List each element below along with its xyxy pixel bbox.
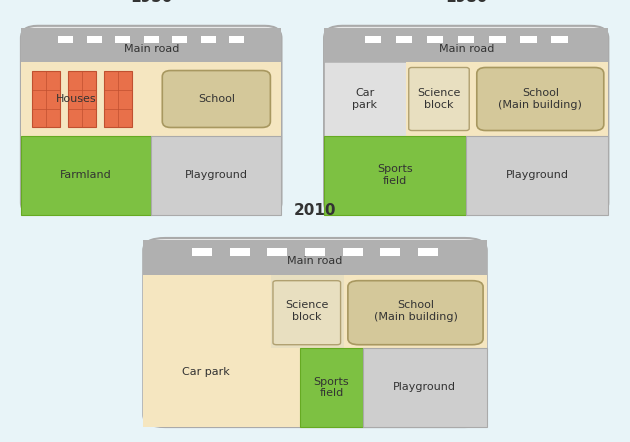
FancyBboxPatch shape: [163, 71, 270, 127]
Bar: [406, 62, 472, 136]
Bar: [472, 62, 609, 136]
Text: Farmland: Farmland: [60, 170, 112, 180]
Text: 1980: 1980: [445, 0, 488, 5]
Text: Car park: Car park: [181, 367, 229, 377]
Text: Playground: Playground: [393, 382, 456, 392]
Bar: [324, 136, 466, 215]
Text: Playground: Playground: [185, 170, 248, 180]
Bar: [115, 36, 130, 43]
Text: School: School: [198, 94, 235, 104]
Bar: [201, 36, 216, 43]
Bar: [58, 36, 73, 43]
Bar: [381, 248, 400, 255]
Bar: [324, 28, 609, 62]
Bar: [466, 136, 609, 215]
Text: Houses: Houses: [56, 94, 96, 104]
Text: Playground: Playground: [506, 170, 569, 180]
Bar: [230, 248, 249, 255]
FancyBboxPatch shape: [477, 68, 604, 130]
Bar: [365, 36, 381, 43]
Bar: [344, 274, 487, 348]
Bar: [32, 71, 60, 127]
Text: School
(Main building): School (Main building): [498, 88, 582, 110]
Bar: [458, 36, 474, 43]
Bar: [418, 248, 438, 255]
Bar: [143, 274, 487, 427]
Bar: [271, 274, 344, 348]
Bar: [143, 240, 487, 274]
Bar: [301, 348, 362, 427]
FancyBboxPatch shape: [348, 281, 483, 345]
Bar: [172, 36, 187, 43]
Bar: [362, 348, 487, 427]
Text: 2010: 2010: [294, 202, 336, 217]
Bar: [143, 274, 311, 427]
Text: Sports
field: Sports field: [314, 377, 349, 398]
Bar: [21, 28, 282, 62]
Bar: [144, 36, 159, 43]
Bar: [268, 248, 287, 255]
Bar: [151, 136, 282, 215]
Bar: [68, 71, 96, 127]
FancyBboxPatch shape: [409, 68, 469, 130]
Bar: [427, 36, 444, 43]
Bar: [192, 248, 212, 255]
Text: Sports
field: Sports field: [377, 164, 413, 186]
FancyBboxPatch shape: [143, 238, 487, 427]
Bar: [396, 36, 412, 43]
Bar: [86, 36, 101, 43]
Text: School
(Main building): School (Main building): [374, 301, 457, 322]
Bar: [489, 36, 505, 43]
Text: Main road: Main road: [438, 44, 494, 54]
FancyBboxPatch shape: [273, 281, 341, 345]
Bar: [229, 36, 244, 43]
Text: Main road: Main road: [287, 256, 343, 267]
Bar: [343, 248, 362, 255]
Bar: [21, 62, 151, 136]
Text: Main road: Main road: [123, 44, 179, 54]
FancyBboxPatch shape: [21, 26, 282, 215]
Text: Car
park: Car park: [352, 88, 377, 110]
Text: Science
block: Science block: [285, 301, 329, 322]
FancyBboxPatch shape: [324, 26, 609, 215]
Text: Science
block: Science block: [417, 88, 461, 110]
Bar: [520, 36, 537, 43]
Bar: [324, 62, 406, 136]
Bar: [104, 71, 132, 127]
Bar: [551, 36, 568, 43]
Text: 1950: 1950: [130, 0, 173, 5]
Bar: [305, 248, 325, 255]
Bar: [151, 62, 282, 136]
Bar: [21, 136, 151, 215]
